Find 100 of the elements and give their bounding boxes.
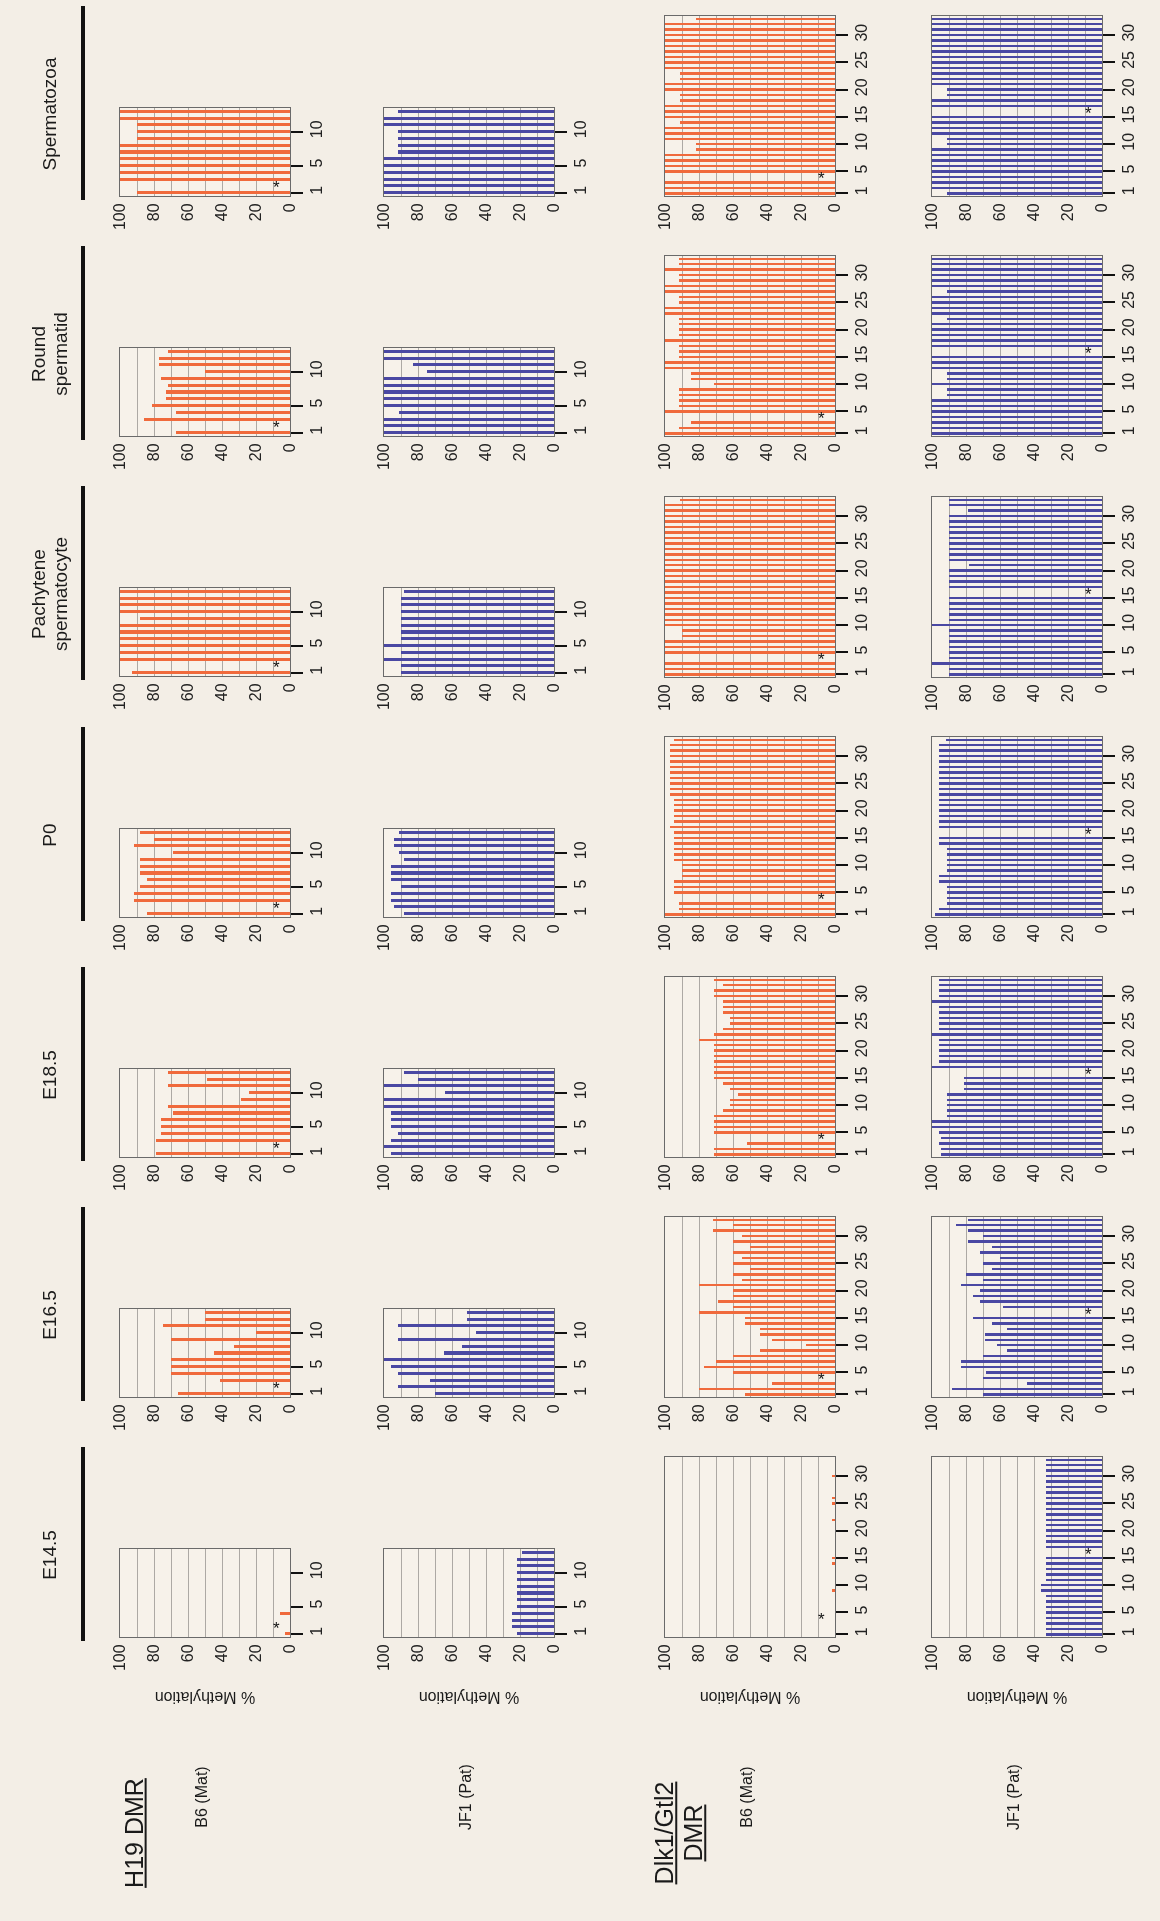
y-tick-label: 5 (1120, 404, 1138, 414)
x-tick-label: 100 (111, 443, 129, 471)
y-tick-label: 30 (1120, 744, 1138, 763)
bar (673, 890, 835, 894)
annotation: * (818, 1370, 825, 1390)
bar (462, 1344, 554, 1348)
y-tick-label: 1 (308, 185, 326, 195)
bar (690, 372, 835, 375)
bar (384, 356, 554, 360)
bar (729, 1022, 835, 1025)
bar (240, 1097, 290, 1101)
bar (680, 99, 835, 102)
bar (938, 1022, 1102, 1025)
x-tick-label: 20 (792, 683, 810, 702)
y-tick-label: 25 (853, 771, 871, 790)
x-tick-label: 20 (1059, 1404, 1077, 1423)
bar (678, 350, 835, 354)
x-tick-label: 80 (409, 683, 427, 702)
bar (401, 637, 554, 641)
bar (947, 1092, 1102, 1096)
bar (967, 1240, 1102, 1243)
x-tick-label: 100 (923, 203, 941, 231)
y-tick-label: 5 (853, 164, 871, 174)
x-tick-label: 0 (1093, 683, 1111, 693)
y-tick-label: 1 (853, 666, 871, 676)
y-tick-label: 1 (1120, 666, 1138, 676)
bar (172, 850, 290, 854)
x-tick-label: 20 (511, 443, 529, 462)
bar (665, 672, 835, 676)
x-tick-label: 100 (111, 1644, 129, 1672)
bar (384, 1358, 554, 1362)
x-tick-label: 60 (443, 683, 461, 702)
bar (445, 1090, 554, 1094)
bar (665, 612, 835, 616)
text: H19 DMR (119, 1777, 149, 1891)
y-tick-label: 1 (572, 1626, 590, 1636)
x-tick-label: 20 (1059, 1644, 1077, 1663)
bar (678, 399, 835, 403)
y-tick-label: 10 (1120, 613, 1138, 632)
x-tick-label: 100 (111, 203, 129, 231)
bar (384, 350, 554, 354)
bar (120, 651, 290, 655)
bar (665, 312, 835, 315)
x-tick-label: 0 (1093, 443, 1111, 453)
y-tick-label: 20 (1120, 318, 1138, 337)
y-tick-label: 15 (853, 345, 871, 364)
bar (154, 837, 290, 841)
annotation: * (818, 169, 825, 189)
y-tick-label: 5 (572, 398, 590, 408)
annotation: * (273, 1619, 280, 1639)
x-tick-label: 80 (145, 923, 163, 942)
bar (733, 1240, 835, 1243)
x-tick-label: 0 (281, 203, 299, 213)
bar (384, 644, 554, 648)
bar (401, 624, 554, 628)
bar (733, 1273, 835, 1276)
x-tick-label: 100 (656, 203, 674, 231)
y-tick-label: 5 (308, 638, 326, 648)
y-tick-label: 15 (853, 1066, 871, 1085)
bar (665, 339, 835, 343)
y-tick-label: 25 (1120, 771, 1138, 790)
bar (140, 864, 290, 868)
bar (384, 657, 554, 661)
bar (722, 1109, 835, 1112)
y-tick-label: 15 (853, 1306, 871, 1325)
bar (516, 1605, 554, 1609)
bar (384, 1145, 554, 1149)
bar (967, 1229, 1102, 1232)
y-tick-label: 20 (1120, 1039, 1138, 1058)
x-tick-label: 80 (957, 1644, 975, 1663)
bar (949, 601, 1102, 605)
x-tick-label: 100 (923, 924, 941, 951)
bar (167, 350, 290, 354)
x-tick-label: 100 (375, 683, 393, 711)
y-tick-label: 15 (853, 586, 871, 604)
bar (516, 1598, 554, 1602)
x-tick-label: 20 (511, 1164, 529, 1182)
bar (714, 1060, 835, 1063)
x-tick-label: 80 (690, 924, 708, 942)
x-tick-label: 80 (145, 683, 163, 702)
text: JF1 (Pat) (456, 1763, 475, 1833)
x-tick-label: 100 (111, 1404, 129, 1432)
y-tick-label: 10 (853, 132, 871, 151)
y-tick-label: 25 (1120, 291, 1138, 310)
y-tick-label: 5 (572, 1359, 590, 1369)
bar (120, 630, 290, 634)
bar (678, 279, 835, 283)
x-tick-label: 40 (1025, 443, 1043, 462)
y-tick-label: 10 (308, 1081, 326, 1099)
bar (159, 363, 290, 367)
chart-title: Spermatozoa (39, 56, 61, 173)
y-tick-label: 10 (572, 360, 590, 379)
annotation: * (818, 409, 825, 429)
y-tick-label: 1 (853, 186, 871, 196)
x-tick-label: 40 (477, 1404, 495, 1423)
bar (670, 749, 835, 752)
bar (960, 1360, 1102, 1363)
bar (670, 760, 835, 763)
x-tick-label: 0 (281, 1404, 299, 1414)
y-tick-label: 20 (853, 558, 871, 577)
